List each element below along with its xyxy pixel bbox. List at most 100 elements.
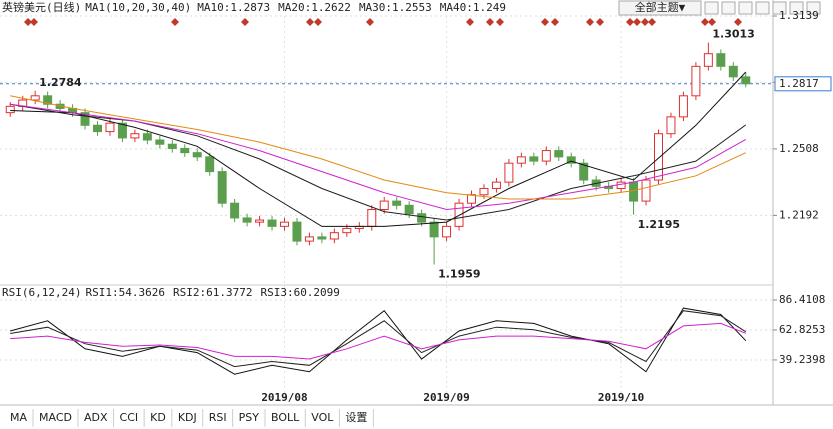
candle-body bbox=[317, 236, 327, 240]
event-marker bbox=[641, 18, 649, 26]
event-marker bbox=[551, 18, 559, 26]
event-marker bbox=[241, 18, 249, 26]
legend-entry: MA30:1.2553 bbox=[359, 1, 432, 14]
candle-body bbox=[504, 162, 514, 183]
candle-body bbox=[242, 217, 252, 223]
candle-body bbox=[454, 202, 464, 227]
y-tick-label: 86.4108 bbox=[779, 293, 825, 306]
candle-body bbox=[342, 227, 352, 234]
candle-body bbox=[728, 65, 738, 78]
x-tick-label: 2019/10 bbox=[598, 391, 644, 404]
event-marker bbox=[708, 18, 716, 26]
tab[interactable]: KD bbox=[150, 411, 166, 424]
event-marker bbox=[633, 18, 641, 26]
toolbar-icon[interactable] bbox=[772, 1, 787, 15]
event-marker bbox=[466, 18, 474, 26]
candle-body bbox=[516, 156, 526, 164]
series-line bbox=[10, 307, 747, 375]
toolbar-icon[interactable] bbox=[789, 1, 804, 15]
theme-button-label[interactable]: 全部主题▼ bbox=[635, 0, 686, 14]
candle-body bbox=[467, 194, 476, 204]
event-marker bbox=[541, 18, 549, 26]
candle-body bbox=[541, 150, 551, 162]
candle-body bbox=[167, 143, 177, 149]
extreme-label: 1.3013 bbox=[712, 28, 754, 41]
candle-body bbox=[629, 181, 639, 202]
candle-body bbox=[192, 152, 202, 158]
candle-body bbox=[379, 200, 389, 211]
y-tick-label: 62.8253 bbox=[779, 323, 825, 336]
candle-body bbox=[205, 156, 215, 173]
tab[interactable]: KDJ bbox=[178, 411, 197, 424]
y-tick-label: 39.2398 bbox=[779, 353, 825, 366]
candle-body bbox=[404, 204, 414, 215]
candle-body bbox=[43, 95, 53, 105]
candle-body bbox=[579, 162, 589, 181]
event-marker bbox=[734, 18, 742, 26]
candle-body bbox=[304, 236, 314, 242]
series-line bbox=[10, 322, 746, 360]
theme-button[interactable] bbox=[618, 0, 702, 16]
tab[interactable]: ADX bbox=[84, 411, 108, 424]
tab[interactable]: MACD bbox=[39, 411, 72, 424]
last-price-box bbox=[774, 76, 832, 92]
candle-body bbox=[30, 95, 40, 101]
series-line bbox=[10, 103, 747, 211]
candle-body bbox=[716, 53, 726, 67]
candle-body bbox=[442, 225, 452, 238]
series-line bbox=[10, 95, 747, 200]
panel-title: 英镑美元(日线) bbox=[2, 0, 81, 14]
candle-body bbox=[255, 219, 265, 223]
toolbar-icon[interactable] bbox=[704, 1, 719, 15]
tab[interactable]: BOLL bbox=[271, 411, 300, 424]
event-marker bbox=[626, 18, 634, 26]
tab[interactable]: VOL bbox=[311, 411, 334, 424]
event-marker bbox=[648, 18, 656, 26]
candle-body bbox=[641, 179, 651, 202]
tab[interactable]: 设置 bbox=[345, 411, 367, 424]
candle-body bbox=[616, 181, 626, 189]
candle-body bbox=[329, 232, 339, 240]
candle-body bbox=[155, 139, 165, 145]
candle-body bbox=[491, 181, 501, 189]
event-marker bbox=[596, 18, 604, 26]
event-marker bbox=[496, 18, 504, 26]
panel-subtitle: MA1(10,20,30,40) bbox=[85, 1, 191, 14]
legend-entry: RSI2:61.3772 bbox=[173, 286, 252, 299]
event-marker bbox=[366, 18, 374, 26]
tab[interactable]: PSY bbox=[239, 411, 260, 424]
event-marker bbox=[486, 18, 494, 26]
candle-body bbox=[479, 187, 489, 196]
event-marker bbox=[306, 18, 314, 26]
candle-body bbox=[130, 133, 140, 139]
y-tick-label: 1.3139 bbox=[779, 9, 819, 22]
panel-title: RSI(6,12,24) bbox=[2, 286, 81, 299]
candle-body bbox=[180, 147, 190, 154]
candle-body bbox=[529, 156, 539, 162]
candle-body bbox=[5, 105, 15, 114]
candle-body bbox=[292, 221, 302, 242]
tab[interactable]: CCI bbox=[120, 411, 139, 424]
event-markers bbox=[24, 18, 742, 26]
toolbar-icon[interactable] bbox=[806, 1, 821, 15]
tab[interactable]: RSI bbox=[209, 411, 227, 424]
series-line bbox=[10, 71, 747, 227]
tab[interactable]: MA bbox=[10, 411, 27, 424]
event-marker bbox=[30, 18, 38, 26]
toolbar-icon[interactable] bbox=[738, 1, 753, 15]
candle-body bbox=[267, 219, 277, 227]
candle-body bbox=[217, 171, 227, 204]
extreme-label: 1.1959 bbox=[438, 267, 480, 280]
legend-entry: RSI3:60.2099 bbox=[260, 286, 339, 299]
last-price-label: 1.2817 bbox=[779, 77, 819, 90]
candle-body bbox=[703, 53, 713, 67]
x-tick-label: 2019/08 bbox=[261, 391, 307, 404]
y-tick-label: 1.2508 bbox=[779, 142, 819, 155]
candle-body bbox=[554, 150, 564, 158]
event-marker bbox=[701, 18, 709, 26]
toolbar-icon[interactable] bbox=[721, 1, 736, 15]
series-line bbox=[10, 310, 747, 368]
toolbar-icon[interactable] bbox=[755, 1, 770, 15]
candle-body bbox=[80, 112, 90, 126]
